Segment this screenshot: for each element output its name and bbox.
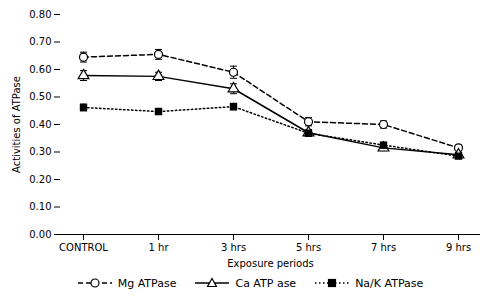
svg-text:3 hrs: 3 hrs xyxy=(221,242,246,253)
svg-text:0.30: 0.30 xyxy=(29,146,51,157)
svg-text:CONTROL: CONTROL xyxy=(59,242,108,253)
html-text:Na/K ATPase: Na/K ATPase xyxy=(355,276,424,290)
svg-text:0.10: 0.10 xyxy=(29,201,51,212)
svg-text:5 hrs: 5 hrs xyxy=(296,242,321,253)
svg-text:1 hr: 1 hr xyxy=(149,242,170,253)
svg-text:Activities of ATPase: Activities of ATPase xyxy=(11,76,22,173)
svg-text:0.60: 0.60 xyxy=(29,64,51,75)
svg-text:7 hrs: 7 hrs xyxy=(371,242,396,253)
svg-text:0.00: 0.00 xyxy=(29,229,51,240)
html-text:Mg ATPase: Mg ATPase xyxy=(117,276,177,290)
svg-text:0.70: 0.70 xyxy=(29,36,51,47)
svg-text:0.80: 0.80 xyxy=(29,9,51,20)
svg-text:0.40: 0.40 xyxy=(29,119,51,130)
svg-text:Exposure periods: Exposure periods xyxy=(227,258,314,269)
svg-text:9 hrs: 9 hrs xyxy=(446,242,471,253)
svg-text:0.20: 0.20 xyxy=(29,174,51,185)
svg-text:0.50: 0.50 xyxy=(29,91,51,102)
html-text:Ca ATP ase: Ca ATP ase xyxy=(235,276,297,290)
